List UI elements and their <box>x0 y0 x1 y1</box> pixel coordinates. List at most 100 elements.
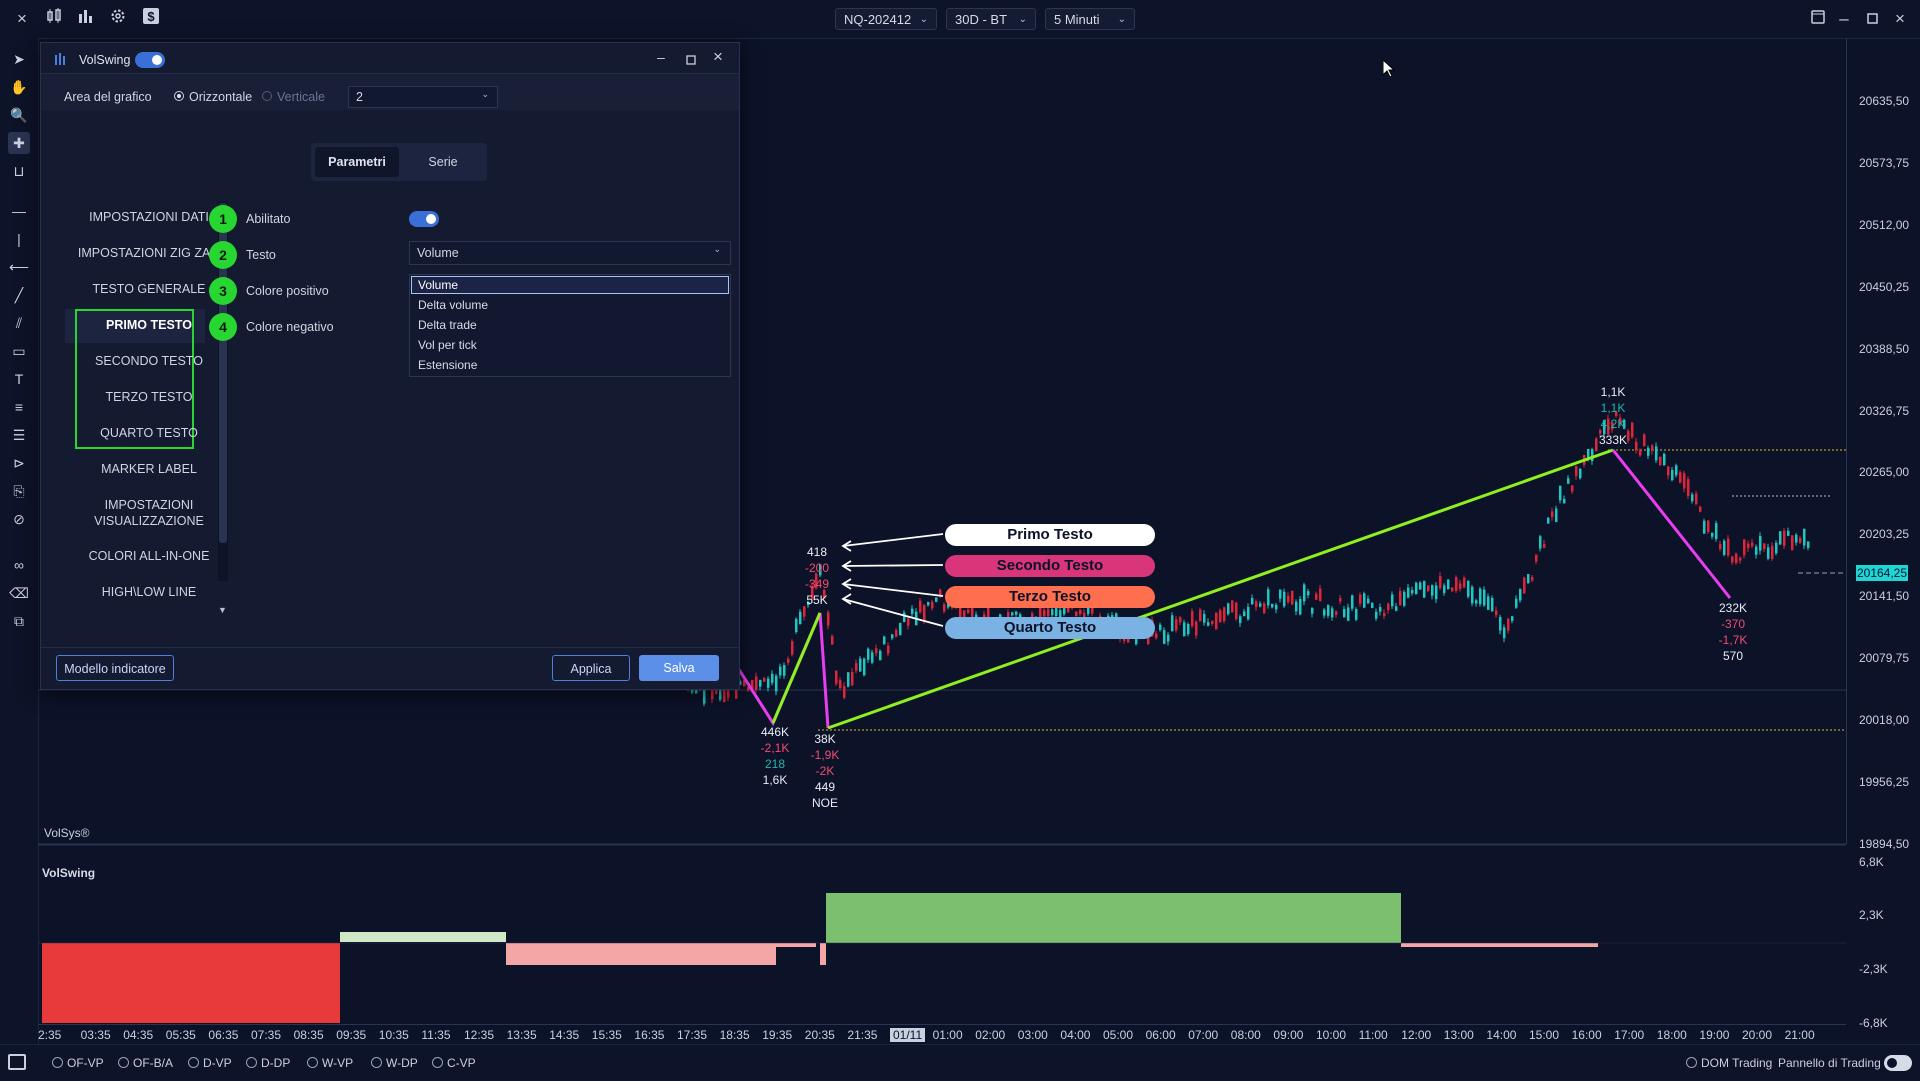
horizontal-line-icon[interactable]: — <box>12 203 26 219</box>
dollar-tool-icon[interactable]: ⎘ <box>13 483 25 499</box>
tab-serie[interactable]: Serie <box>428 155 458 169</box>
of-vp-radio[interactable]: OF-VP <box>52 1056 104 1070</box>
hand-icon[interactable]: ✋ <box>10 79 28 95</box>
candle-body <box>1315 593 1318 600</box>
candle-body <box>1079 609 1082 615</box>
minimize-icon[interactable]: – <box>657 49 665 65</box>
time-label: 04:00 <box>1060 1028 1091 1042</box>
menu-scroll-thumb[interactable] <box>219 203 227 543</box>
gear-icon[interactable] <box>107 8 129 30</box>
menu-visualizzazione[interactable]: VISUALIZZAZIONE <box>94 514 204 528</box>
timeframe-dropdown[interactable]: 5 Minuti ⌄ <box>1045 8 1135 30</box>
ray-icon[interactable]: ⟵ <box>8 259 30 275</box>
menu-testo-generale[interactable]: TESTO GENERALE <box>92 282 206 296</box>
menu-quarto-testo[interactable]: QUARTO TESTO <box>100 426 198 440</box>
scroll-down-icon[interactable]: ▼ <box>218 605 227 615</box>
radio-horizontal[interactable] <box>174 91 184 101</box>
dollar-icon[interactable]: $ <box>140 8 162 30</box>
candle-body <box>1343 609 1346 617</box>
alert-icon[interactable]: ⊘ <box>13 511 25 527</box>
d-vp-radio[interactable]: D-VP <box>188 1056 232 1070</box>
area-select[interactable]: 2 ⌄ <box>348 86 498 108</box>
maximize-icon[interactable] <box>1861 8 1883 30</box>
candle-body <box>775 675 778 692</box>
candle-body <box>1031 613 1034 619</box>
maximize-icon[interactable] <box>686 52 696 70</box>
bar-chart-icon[interactable] <box>75 8 97 30</box>
save-button[interactable]: Salva <box>639 655 719 681</box>
dialog-enable-toggle[interactable] <box>135 52 165 68</box>
menu-secondo-testo[interactable]: SECONDO TESTO <box>95 354 203 368</box>
list-icon[interactable]: ☰ <box>12 427 26 443</box>
dom-trading-radio[interactable]: DOM Trading <box>1686 1056 1772 1070</box>
candle-body <box>1723 540 1726 555</box>
fib-icon[interactable]: ≡ <box>14 399 24 415</box>
candle-body <box>1455 577 1458 591</box>
rectangle-icon[interactable]: ▭ <box>12 343 26 359</box>
time-axis[interactable]: 2:35 03:35 04:35 05:35 06:35 07:35 08:35 09:35 1… <box>38 1024 1846 1045</box>
candles-icon[interactable] <box>43 8 65 30</box>
panel-icon[interactable] <box>8 1054 26 1070</box>
candle-body <box>1211 620 1214 624</box>
menu-marker-label[interactable]: MARKER LABEL <box>101 462 197 476</box>
radio-vertical[interactable] <box>262 91 272 101</box>
swing-label: 55K <box>806 593 828 607</box>
candle-body <box>1167 634 1170 642</box>
swing-label: 449 <box>814 780 836 794</box>
trendline-icon[interactable]: ╱ <box>14 287 24 303</box>
magnet-icon[interactable]: ⊔ <box>13 163 25 179</box>
tab-parametri[interactable]: Parametri <box>315 147 399 177</box>
candle-body <box>923 604 926 622</box>
link-icon[interactable]: ∞ <box>14 557 24 573</box>
layers-icon[interactable]: ⧉ <box>14 613 24 629</box>
callout-secondo-testo: Secondo Testo <box>945 555 1155 577</box>
dropdown-option-vol-per-tick[interactable]: Vol per tick <box>418 338 477 352</box>
layout-icon[interactable] <box>1807 8 1829 30</box>
menu-impostazioni-dati[interactable]: IMPOSTAZIONI DATI <box>89 210 209 224</box>
dropdown-option-volume[interactable]: Volume <box>418 278 459 292</box>
menu-terzo-testo[interactable]: TERZO TESTO <box>105 390 193 404</box>
apply-button[interactable]: Applica <box>552 655 630 681</box>
menu-primo-testo[interactable]: PRIMO TESTO <box>106 318 192 332</box>
of-ba-radio[interactable]: OF-B/A <box>118 1056 173 1070</box>
eraser-icon[interactable]: ⌫ <box>9 585 29 601</box>
dropdown-option-delta-volume[interactable]: Delta volume <box>418 298 489 312</box>
pitchfork-icon[interactable]: ⊳ <box>13 455 25 471</box>
close-icon[interactable]: × <box>17 9 27 28</box>
instrument-dropdown[interactable]: NQ-202412 ⌄ <box>835 8 937 30</box>
candle-body <box>1319 588 1322 602</box>
abilitato-toggle[interactable] <box>409 211 439 227</box>
cursor-icon[interactable]: ➤ <box>13 51 25 67</box>
price-axis[interactable]: 20635,50 20573,75 20512,00 20450,25 2038… <box>1846 38 1920 1030</box>
candle-body <box>1483 589 1486 606</box>
window-close-icon[interactable]: × <box>1895 9 1905 28</box>
period-dropdown[interactable]: 30D - BT ⌄ <box>946 8 1036 30</box>
c-vp-radio[interactable]: C-VP <box>432 1056 476 1070</box>
candle-body <box>851 672 854 686</box>
crosshair-icon[interactable]: ✚ <box>8 132 30 154</box>
candle-body <box>1371 602 1374 609</box>
menu-high-low-line[interactable]: HIGH\LOW LINE <box>101 585 197 599</box>
w-dp-radio[interactable]: W-DP <box>371 1056 418 1070</box>
channel-icon[interactable]: ⫽ <box>15 315 23 331</box>
testo-select[interactable]: Volume ⌄ <box>409 241 731 265</box>
candle-body <box>855 663 858 671</box>
dropdown-option-delta-trade[interactable]: Delta trade <box>418 318 477 332</box>
dropdown-option-estensione[interactable]: Estensione <box>418 358 478 372</box>
trading-panel-toggle[interactable] <box>1884 1055 1912 1071</box>
menu-impostazioni[interactable]: IMPOSTAZIONI <box>104 498 194 512</box>
zoom-icon[interactable]: 🔍 <box>10 107 28 123</box>
candle-body <box>1675 465 1678 476</box>
menu-colori-all-in-one[interactable]: COLORI ALL-IN-ONE <box>88 549 210 563</box>
candle-body <box>1683 473 1686 489</box>
indicator-template-button[interactable]: Modello indicatore <box>56 655 174 681</box>
menu-impostazioni-zig-zag[interactable]: IMPOSTAZIONI ZIG ZAG <box>77 246 221 260</box>
time-label: 18:00 <box>1656 1028 1687 1042</box>
swing-label: -349 <box>804 577 830 591</box>
minimize-icon[interactable]: – <box>1839 9 1849 28</box>
vertical-line-icon[interactable]: | <box>17 231 21 247</box>
close-icon[interactable]: × <box>713 47 723 66</box>
w-vp-radio[interactable]: W-VP <box>307 1056 353 1070</box>
d-dp-radio[interactable]: D-DP <box>246 1056 290 1070</box>
text-icon[interactable]: T <box>14 371 24 387</box>
